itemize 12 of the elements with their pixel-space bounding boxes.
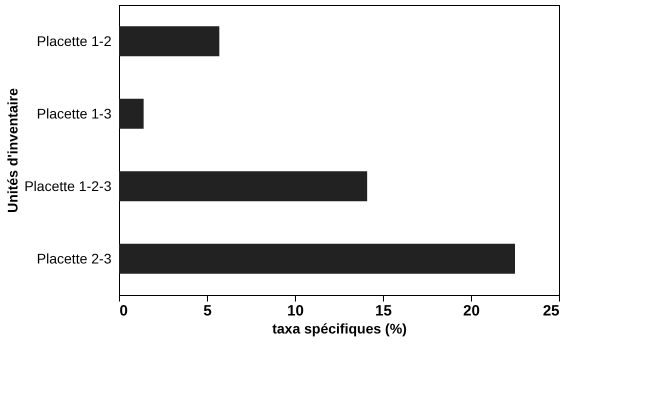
x-tick-label: 10	[287, 302, 304, 320]
y-tick-label: Placette 2-3	[36, 250, 112, 266]
x-tick-label: 25	[542, 302, 560, 320]
x-tick-label: 5	[203, 302, 212, 320]
y-axis-title: Unités d'inventaire	[4, 88, 20, 213]
x-axis-title: taxa spécifiques (%)	[272, 320, 407, 336]
y-tick-label: Placette 1-3	[36, 105, 112, 122]
y-tick-label: Placette 1-2	[36, 32, 112, 49]
x-tick-label: 15	[375, 302, 392, 320]
x-tick-label: 0	[120, 302, 128, 320]
y-tick-label: Placette 1-2-3	[24, 178, 112, 194]
x-tick-label: 20	[463, 302, 480, 320]
